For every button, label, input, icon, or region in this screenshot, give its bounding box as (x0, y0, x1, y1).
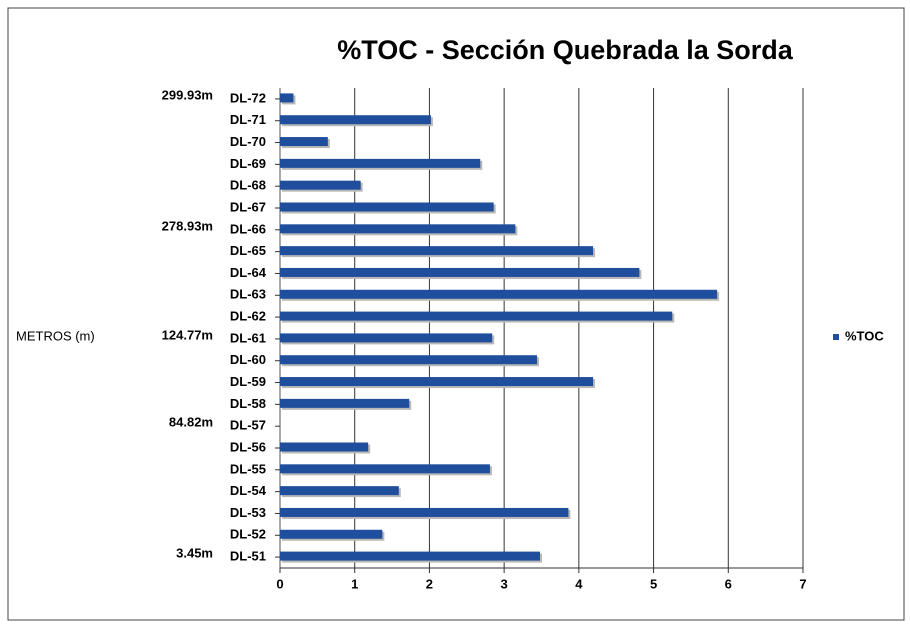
y-tick-label: DL-61 (230, 330, 266, 345)
bar (280, 137, 328, 147)
bar (280, 464, 490, 474)
y-tick-label: DL-71 (230, 112, 266, 127)
depth-label: 299.93m (162, 87, 213, 102)
y-tick-label: DL-53 (230, 505, 266, 520)
x-tick-label: 5 (650, 576, 657, 591)
y-tick-label: DL-59 (230, 374, 266, 389)
x-tick-label: 7 (799, 576, 806, 591)
y-tick-label: DL-55 (230, 461, 266, 476)
bar (280, 529, 383, 539)
x-tick-label: 1 (351, 576, 358, 591)
y-tick-label: DL-52 (230, 527, 266, 542)
y-axis-label: METROS (m) (16, 328, 95, 343)
chart-title: %TOC - Sección Quebrada la Sorda (337, 35, 794, 65)
y-tick-label: DL-68 (230, 178, 266, 193)
bar (280, 486, 399, 496)
depth-label: 278.93m (162, 218, 213, 233)
bar (280, 158, 481, 168)
bar (280, 311, 673, 321)
bar (280, 507, 569, 517)
bar (280, 289, 718, 299)
bar (280, 180, 361, 190)
y-tick-label: DL-67 (230, 199, 266, 214)
bar (280, 355, 538, 365)
x-tick-label: 0 (276, 576, 283, 591)
y-tick-label: DL-62 (230, 309, 266, 324)
y-tick-label: DL-64 (230, 265, 267, 280)
y-tick-label: DL-58 (230, 396, 266, 411)
y-tick-label: DL-72 (230, 90, 266, 105)
y-tick-label: DL-66 (230, 221, 266, 236)
bar (280, 267, 640, 277)
bar (280, 202, 494, 212)
bar (280, 551, 541, 561)
y-tick-label: DL-70 (230, 134, 266, 149)
y-tick-label: DL-60 (230, 352, 266, 367)
bar (280, 333, 493, 343)
y-tick-label: DL-56 (230, 439, 266, 454)
legend-label: %TOC (845, 328, 884, 343)
x-tick-label: 3 (501, 576, 508, 591)
bar (280, 398, 410, 408)
bar (280, 442, 369, 452)
bar (280, 93, 294, 103)
x-tick-label: 4 (575, 576, 583, 591)
depth-label: 3.45m (176, 546, 213, 561)
y-tick-label: DL-57 (230, 418, 266, 433)
bar (280, 224, 516, 234)
y-tick-label: DL-65 (230, 243, 266, 258)
y-tick-label: DL-54 (230, 483, 267, 498)
legend-swatch (833, 334, 839, 340)
depth-label: 84.82m (169, 415, 213, 430)
x-tick-label: 2 (426, 576, 433, 591)
y-tick-label: DL-51 (230, 549, 266, 564)
bar (280, 246, 594, 256)
y-tick-label: DL-63 (230, 287, 266, 302)
bar (280, 115, 431, 125)
depth-label: 124.77m (162, 327, 213, 342)
x-tick-label: 6 (725, 576, 732, 591)
y-tick-label: DL-69 (230, 156, 266, 171)
bar (280, 377, 594, 387)
